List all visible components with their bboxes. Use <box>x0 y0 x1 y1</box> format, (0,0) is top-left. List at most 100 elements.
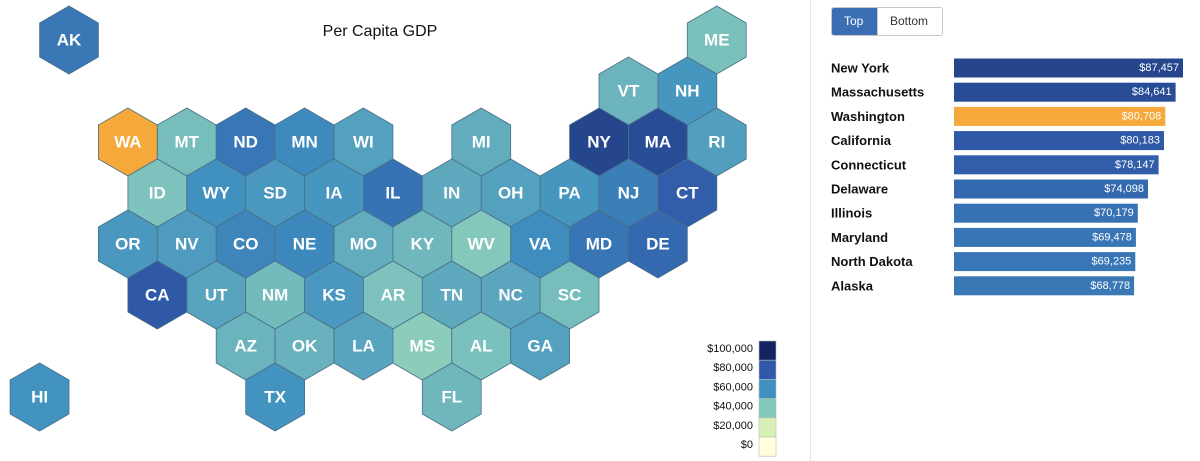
state-label: SC <box>558 286 582 305</box>
state-hex-ia[interactable]: IA <box>304 158 364 228</box>
state-hex-mo[interactable]: MO <box>333 209 394 279</box>
state-hex-or[interactable]: OR <box>98 209 158 279</box>
state-hex-mi[interactable]: MI <box>451 107 512 177</box>
state-label: AK <box>57 31 82 50</box>
panel-divider <box>810 0 811 461</box>
hex-map: Per Capita GDP AK ME VT NH WA MT ND MN WI MI NY MA R… <box>9 5 777 457</box>
state-label: MD <box>586 235 612 254</box>
state-label: MA <box>645 133 671 152</box>
state-hex-vt[interactable]: VT <box>598 56 659 126</box>
ranking-row[interactable]: Alaska $68,778 <box>831 276 1135 296</box>
ranking-value-label: $84,641 <box>1132 86 1172 98</box>
state-label: WY <box>203 184 231 203</box>
ranking-value-label: $74,098 <box>1104 183 1144 195</box>
state-hex-de[interactable]: DE <box>628 209 688 279</box>
ranking-value-label: $68,778 <box>1090 280 1130 292</box>
ranking-value-label: $69,478 <box>1092 231 1132 243</box>
state-label: NC <box>498 286 523 305</box>
state-hex-oh[interactable]: OH <box>480 158 541 228</box>
state-hex-wv[interactable]: WV <box>451 209 512 279</box>
state-hex-shape[interactable] <box>510 311 570 381</box>
ranking-bar[interactable] <box>954 58 1183 78</box>
state-label: WV <box>468 235 496 254</box>
state-label: WI <box>353 133 374 152</box>
ranking-row[interactable]: Delaware $74,098 <box>831 179 1148 199</box>
legend-swatch <box>758 436 777 457</box>
ranking-value-label: $69,235 <box>1092 256 1132 268</box>
state-label: AL <box>470 337 493 356</box>
state-hex-sc[interactable]: SC <box>539 260 600 330</box>
top-bottom-toggle: Top Bottom <box>831 7 943 36</box>
state-hex-shape[interactable] <box>39 5 99 75</box>
state-hex-ct[interactable]: CT <box>657 158 718 228</box>
state-hex-va[interactable]: VA <box>510 209 570 279</box>
ranking-row[interactable]: North Dakota $69,235 <box>831 252 1136 272</box>
state-hex-ny[interactable]: NY <box>569 107 629 177</box>
state-label: AZ <box>234 337 257 356</box>
state-hex-ne[interactable]: NE <box>274 209 335 279</box>
state-label: UT <box>205 286 228 305</box>
state-hex-nm[interactable]: NM <box>245 260 306 330</box>
state-label: ID <box>149 184 166 203</box>
ranking-panel: Top Bottom New York $87,457 Massachusetts $… <box>811 0 1200 461</box>
ranking-row[interactable]: California $80,183 <box>831 131 1164 151</box>
ranking-bar[interactable] <box>954 82 1176 102</box>
legend-swatch <box>758 379 777 399</box>
ranking-row[interactable]: Illinois $70,179 <box>831 203 1138 223</box>
ranking-state-name: Washington <box>831 109 905 124</box>
state-hex-shape[interactable] <box>628 209 688 279</box>
state-label: FL <box>441 388 462 407</box>
ranking-bar[interactable] <box>954 131 1164 151</box>
state-hex-hi[interactable]: HI <box>9 362 70 432</box>
state-label: AR <box>381 286 406 305</box>
ranking-bar[interactable] <box>954 179 1148 199</box>
legend-swatch <box>758 359 777 380</box>
state-label: CA <box>145 286 170 305</box>
hex-map-panel: Per Capita GDP AK ME VT NH WA MT ND MN WI MI NY MA R… <box>9 5 777 457</box>
state-hex-ga[interactable]: GA <box>510 311 570 381</box>
ranking-bar[interactable] <box>954 203 1138 223</box>
state-hex-shape[interactable] <box>9 362 70 432</box>
legend-swatch <box>758 398 777 419</box>
state-hex-ri[interactable]: RI <box>686 107 747 177</box>
ranking-bar[interactable] <box>954 252 1136 272</box>
state-hex-al[interactable]: AL <box>451 311 512 381</box>
state-hex-shape[interactable] <box>245 362 306 432</box>
ranking-bar[interactable] <box>954 276 1135 296</box>
legend-swatch <box>758 417 777 438</box>
state-label: TX <box>264 388 286 407</box>
state-hex-pa[interactable]: PA <box>539 158 600 228</box>
state-label: NJ <box>618 184 640 203</box>
ranking-bar[interactable] <box>954 155 1159 175</box>
state-hex-fl[interactable]: FL <box>421 362 482 432</box>
state-label: RI <box>708 133 725 152</box>
ranking-row[interactable]: New York $87,457 <box>831 58 1183 78</box>
ranking-state-name: Connecticut <box>831 157 907 172</box>
state-hex-tx[interactable]: TX <box>245 362 306 432</box>
top-toggle-button[interactable]: Top <box>832 8 877 35</box>
state-hex-ky[interactable]: KY <box>392 209 453 279</box>
state-hex-wi[interactable]: WI <box>333 107 394 177</box>
ranking-state-name: Maryland <box>831 230 888 245</box>
bottom-toggle-button[interactable]: Bottom <box>877 8 942 35</box>
state-label: ND <box>233 133 258 152</box>
ranking-row[interactable]: Connecticut $78,147 <box>831 155 1159 175</box>
ranking-row[interactable]: Maryland $69,478 <box>831 227 1136 247</box>
color-legend: $100,000 $80,000 $60,000 $40,000 $20,000 $0 <box>707 340 777 457</box>
legend-label: $60,000 <box>713 381 753 393</box>
state-label: LA <box>352 337 375 356</box>
state-hex-nj[interactable]: NJ <box>598 158 659 228</box>
state-label: IL <box>385 184 400 203</box>
state-hex-me[interactable]: ME <box>686 5 747 75</box>
ranking-bar[interactable] <box>954 106 1166 126</box>
ranking-value-label: $70,179 <box>1094 207 1134 219</box>
ranking-row[interactable]: Massachusetts $84,641 <box>831 82 1176 102</box>
state-label: OR <box>115 235 141 254</box>
ranking-bar[interactable] <box>954 227 1136 247</box>
ranking-value-label: $87,457 <box>1139 62 1179 74</box>
state-label: OK <box>292 337 318 356</box>
ranking-row[interactable]: Washington $80,708 <box>831 106 1166 126</box>
state-hex-ak[interactable]: AK <box>39 5 99 75</box>
state-hex-shape[interactable] <box>421 362 482 432</box>
state-label: CT <box>676 184 699 203</box>
